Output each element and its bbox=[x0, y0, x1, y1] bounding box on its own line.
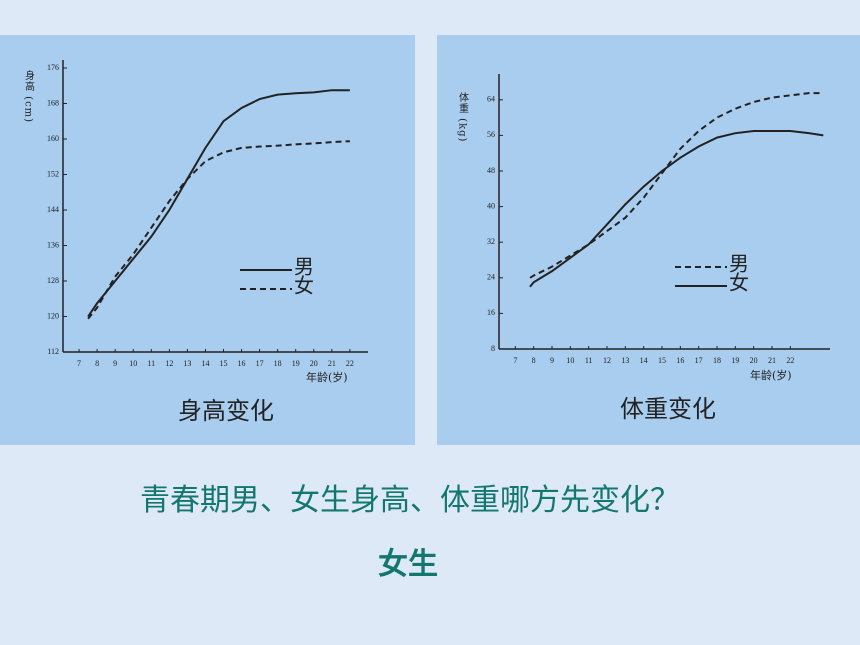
question: 青春期男、女生身高、体重哪方先变化？ bbox=[140, 483, 680, 518]
x-tick-label: 14 bbox=[201, 359, 209, 368]
x-tick-label: 12 bbox=[165, 359, 173, 368]
x-tick-label: 22 bbox=[346, 359, 354, 368]
x-tick-label: 18 bbox=[713, 356, 721, 365]
x-tick-label: 15 bbox=[220, 359, 228, 368]
chart-caption: 体重变化 bbox=[620, 395, 716, 423]
x-tick-label: 17 bbox=[256, 359, 264, 368]
answer: 女生 bbox=[378, 547, 438, 582]
x-tick-label: 8 bbox=[532, 356, 536, 365]
panel bbox=[0, 35, 415, 445]
x-tick-label: 13 bbox=[621, 356, 629, 365]
x-axis-label: 年龄(岁) bbox=[306, 370, 348, 384]
x-tick-label: 17 bbox=[695, 356, 703, 365]
x-tick-label: 11 bbox=[585, 356, 593, 365]
y-tick-label: 160 bbox=[47, 134, 59, 143]
x-tick-label: 19 bbox=[292, 359, 300, 368]
x-tick-label: 21 bbox=[768, 356, 776, 365]
x-tick-label: 14 bbox=[640, 356, 648, 365]
y-tick-label: 120 bbox=[47, 311, 59, 320]
y-tick-label: 64 bbox=[487, 95, 495, 104]
x-tick-label: 12 bbox=[603, 356, 611, 365]
y-tick-label: 16 bbox=[487, 308, 495, 317]
x-tick-label: 8 bbox=[95, 359, 99, 368]
series-line bbox=[87, 140, 350, 320]
y-tick-label: 152 bbox=[47, 169, 59, 178]
x-tick-label: 21 bbox=[328, 359, 336, 368]
x-tick-label: 22 bbox=[786, 356, 794, 365]
y-tick-label: 176 bbox=[47, 63, 59, 72]
y-tick-label: 128 bbox=[47, 276, 59, 285]
x-tick-label: 9 bbox=[550, 356, 554, 365]
x-tick-label: 20 bbox=[310, 359, 318, 368]
x-tick-label: 20 bbox=[750, 356, 758, 365]
y-axis-label: 身高 (cm) bbox=[23, 69, 35, 123]
x-tick-label: 16 bbox=[238, 359, 246, 368]
y-tick-label: 144 bbox=[47, 205, 59, 214]
x-tick-label: 7 bbox=[77, 359, 81, 368]
x-tick-label: 15 bbox=[658, 356, 666, 365]
x-axis-label: 年龄(岁) bbox=[750, 368, 792, 382]
series-line bbox=[87, 89, 350, 318]
y-tick-label: 40 bbox=[487, 201, 495, 210]
y-tick-label: 136 bbox=[47, 240, 59, 249]
y-axis-label: 体重 (kg) bbox=[457, 92, 469, 143]
legend-label: 男 bbox=[729, 252, 749, 276]
legend-label: 男 bbox=[294, 255, 314, 279]
y-tick-label: 48 bbox=[487, 166, 495, 175]
x-tick-label: 19 bbox=[731, 356, 739, 365]
legend-label: 女 bbox=[729, 271, 749, 295]
x-tick-label: 13 bbox=[183, 359, 191, 368]
x-tick-label: 7 bbox=[513, 356, 517, 365]
y-tick-label: 8 bbox=[491, 344, 495, 353]
x-tick-label: 11 bbox=[147, 359, 155, 368]
x-tick-label: 9 bbox=[113, 359, 117, 368]
series-line bbox=[529, 129, 824, 288]
y-tick-label: 32 bbox=[487, 237, 495, 246]
y-tick-label: 112 bbox=[47, 347, 59, 356]
x-tick-label: 10 bbox=[129, 359, 137, 368]
y-tick-label: 24 bbox=[487, 273, 495, 282]
x-tick-label: 18 bbox=[274, 359, 282, 368]
x-tick-label: 10 bbox=[566, 356, 574, 365]
y-tick-label: 168 bbox=[47, 98, 59, 107]
series-line bbox=[529, 92, 824, 279]
chart-caption: 身高变化 bbox=[178, 397, 274, 425]
panel bbox=[437, 35, 860, 445]
legend-label: 女 bbox=[294, 274, 314, 298]
x-tick-label: 16 bbox=[676, 356, 684, 365]
y-tick-label: 56 bbox=[487, 130, 495, 139]
